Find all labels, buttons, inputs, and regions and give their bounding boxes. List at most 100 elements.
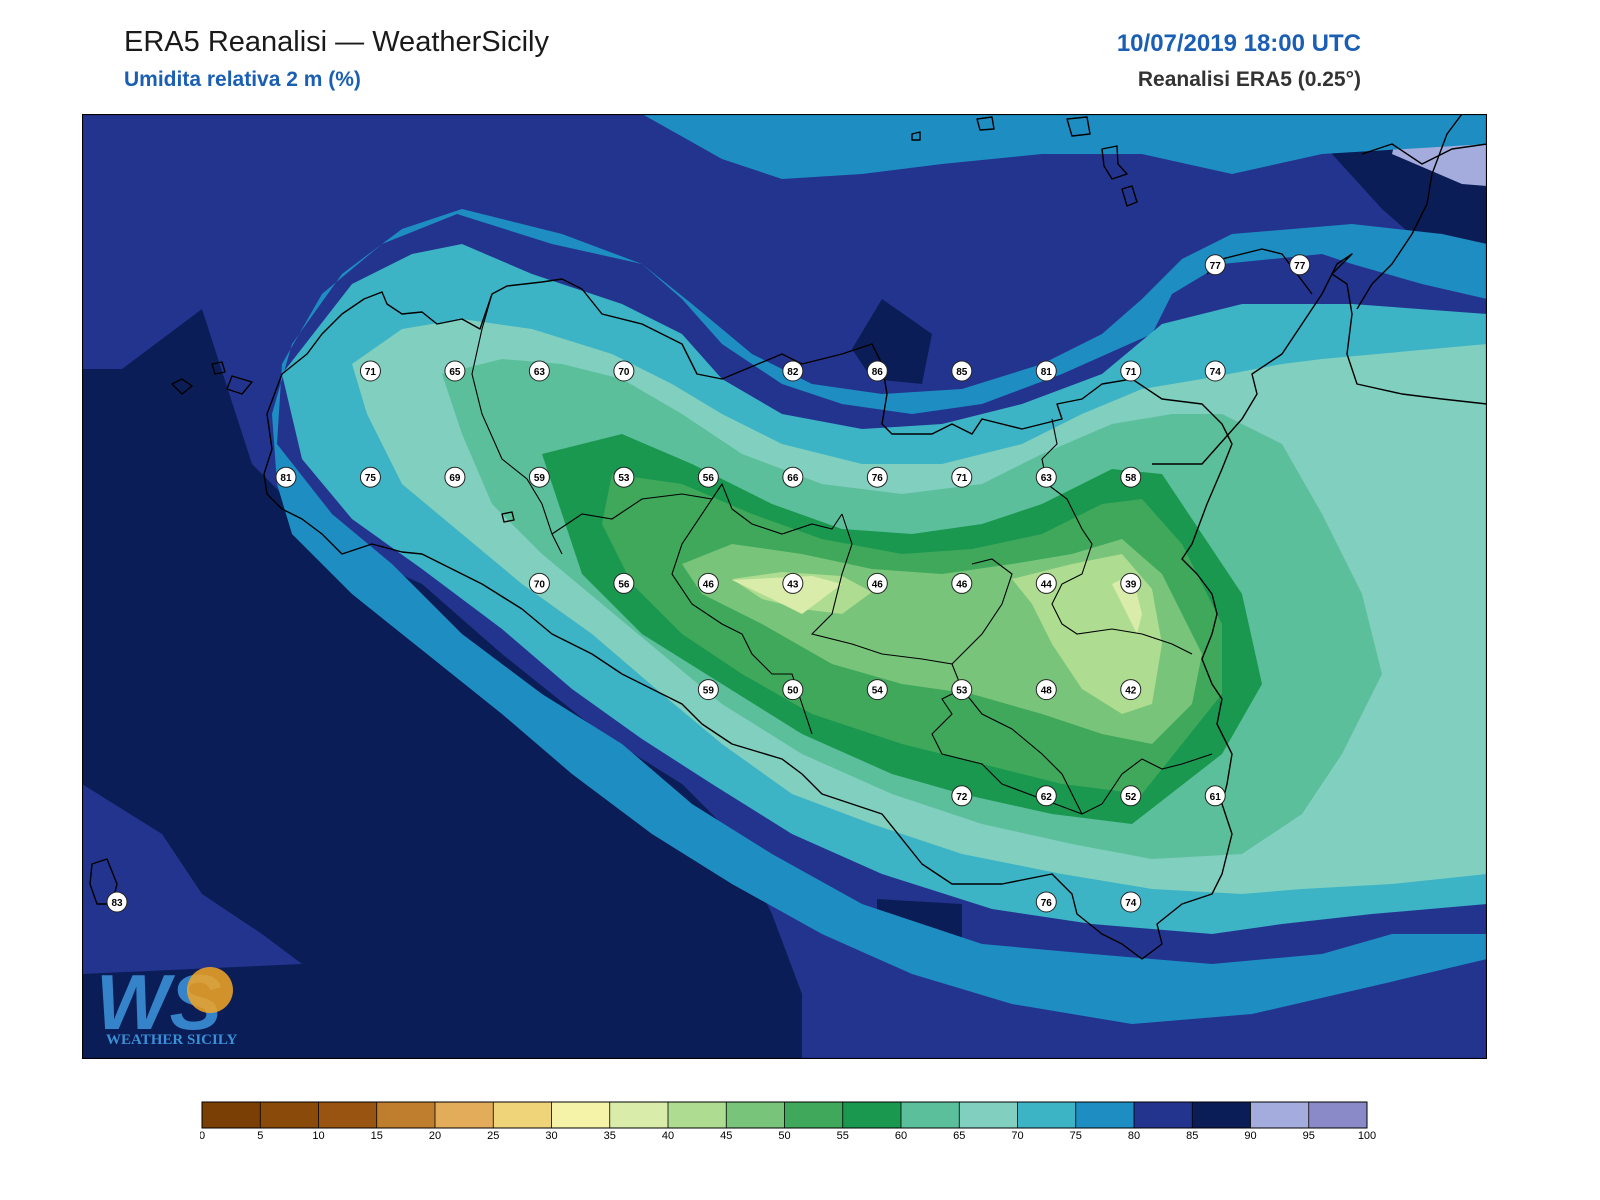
station-circle xyxy=(1120,572,1142,594)
humidity-map: 71 65 63 70 82 86 85 81 71 74 77 77 81 75 69 59 53 56 66 76… xyxy=(82,114,1487,1059)
station-marker: 56 xyxy=(613,572,635,594)
colorbar-swatch xyxy=(493,1102,552,1128)
station-value: 81 xyxy=(280,473,292,484)
valid-datetime: 10/07/2019 18:00 UTC xyxy=(1116,30,1361,57)
colorbar-swatch xyxy=(1308,1102,1368,1128)
station-circle xyxy=(782,466,804,488)
station-circle xyxy=(1204,360,1226,382)
station-marker: 76 xyxy=(866,466,888,488)
station-value: 46 xyxy=(703,579,715,590)
station-marker: 85 xyxy=(951,360,973,382)
sicily-coast xyxy=(263,278,1233,960)
station-marker: 70 xyxy=(528,572,550,594)
station-circle xyxy=(782,572,804,594)
band-85-90-southwest xyxy=(82,784,302,974)
station-marker: 59 xyxy=(697,679,719,701)
station-circle xyxy=(1289,254,1311,276)
station-circle xyxy=(866,360,888,382)
station-marker: 63 xyxy=(1035,466,1057,488)
weathersicily-logo: WS WEATHER SICILY xyxy=(96,958,237,1048)
colorbar-tick-label: 65 xyxy=(953,1130,965,1140)
station-marker: 62 xyxy=(1035,785,1057,807)
colorbar-swatch xyxy=(551,1102,611,1128)
station-value: 71 xyxy=(365,367,377,378)
coastline xyxy=(89,114,1487,960)
colorbar-tick-label: 35 xyxy=(604,1130,616,1140)
station-marker: 65 xyxy=(444,360,466,382)
station-circle xyxy=(528,466,550,488)
station-circle xyxy=(1035,360,1057,382)
station-marker: 46 xyxy=(697,572,719,594)
station-marker: 75 xyxy=(359,466,381,488)
station-circle xyxy=(697,572,719,594)
station-value: 75 xyxy=(365,473,377,484)
station-value: 39 xyxy=(1125,579,1137,590)
station-value: 54 xyxy=(872,686,884,697)
station-circle xyxy=(1120,785,1142,807)
station-marker: 61 xyxy=(1204,785,1226,807)
colorbar-swatch xyxy=(1017,1102,1077,1128)
colorbar-swatch xyxy=(435,1102,494,1128)
station-circle xyxy=(951,572,973,594)
station-value: 74 xyxy=(1210,367,1222,378)
ustica xyxy=(501,511,515,523)
station-value: 76 xyxy=(1041,898,1053,909)
station-circle xyxy=(1120,360,1142,382)
colorbar-tick-label: 95 xyxy=(1303,1130,1315,1140)
station-value: 48 xyxy=(1041,686,1053,697)
station-marker: 46 xyxy=(866,572,888,594)
colorbar-swatch xyxy=(1192,1102,1251,1128)
station-value: 76 xyxy=(872,473,884,484)
station-value: 74 xyxy=(1125,898,1137,909)
colorbar-tick-label: 85 xyxy=(1186,1130,1198,1140)
station-value: 69 xyxy=(449,473,461,484)
station-value: 86 xyxy=(872,367,884,378)
station-circle xyxy=(697,466,719,488)
colorbar-tick-label: 15 xyxy=(371,1130,383,1140)
station-value: 63 xyxy=(1041,473,1053,484)
colorbar-tick-label: 55 xyxy=(837,1130,849,1140)
station-value: 82 xyxy=(787,367,799,378)
station-marker: 53 xyxy=(951,679,973,701)
station-marker: 72 xyxy=(951,785,973,807)
station-value: 71 xyxy=(956,473,968,484)
station-marker: 42 xyxy=(1120,679,1142,701)
station-value: 66 xyxy=(787,473,799,484)
station-marker: 71 xyxy=(951,466,973,488)
station-value: 85 xyxy=(956,367,968,378)
station-circle xyxy=(951,785,973,807)
station-circle xyxy=(275,466,297,488)
colorbar-tick-label: 5 xyxy=(257,1130,263,1140)
station-marker: 66 xyxy=(782,466,804,488)
egadi-islands xyxy=(171,361,253,395)
colorbar-tick-label: 25 xyxy=(487,1130,499,1140)
station-value: 59 xyxy=(703,686,715,697)
border-trapani-palermo xyxy=(471,293,563,555)
colorbar-tick-label: 60 xyxy=(895,1130,907,1140)
station-marker: 63 xyxy=(528,360,550,382)
station-marker: 58 xyxy=(1120,466,1142,488)
station-marker: 82 xyxy=(782,360,804,382)
station-circle xyxy=(951,679,973,701)
humidity-colorbar: 0 5 10 15 20 25 30 35 40 45 50 55 60 65 70 75 80 85 90 95 10… xyxy=(200,1101,1376,1140)
logo-sun-icon xyxy=(187,967,233,1013)
station-circle xyxy=(866,572,888,594)
colorbar-swatch xyxy=(260,1102,319,1128)
station-marker: 76 xyxy=(1035,891,1057,913)
colorbar-swatch xyxy=(784,1102,844,1128)
station-circle xyxy=(528,572,550,594)
station-circle xyxy=(444,466,466,488)
station-value: 70 xyxy=(618,367,630,378)
station-value: 43 xyxy=(787,579,799,590)
station-circle xyxy=(613,572,635,594)
station-circle xyxy=(359,466,381,488)
station-circle xyxy=(613,466,635,488)
station-marker: 69 xyxy=(444,466,466,488)
station-value: 59 xyxy=(534,473,546,484)
station-value: 72 xyxy=(956,792,968,803)
station-marker: 52 xyxy=(1120,785,1142,807)
colorbar-tick-label: 80 xyxy=(1128,1130,1140,1140)
station-marker: 48 xyxy=(1035,679,1057,701)
colorbar-tick-label: 50 xyxy=(778,1130,790,1140)
data-source: Reanalisi ERA5 (0.25°) xyxy=(1137,68,1361,91)
